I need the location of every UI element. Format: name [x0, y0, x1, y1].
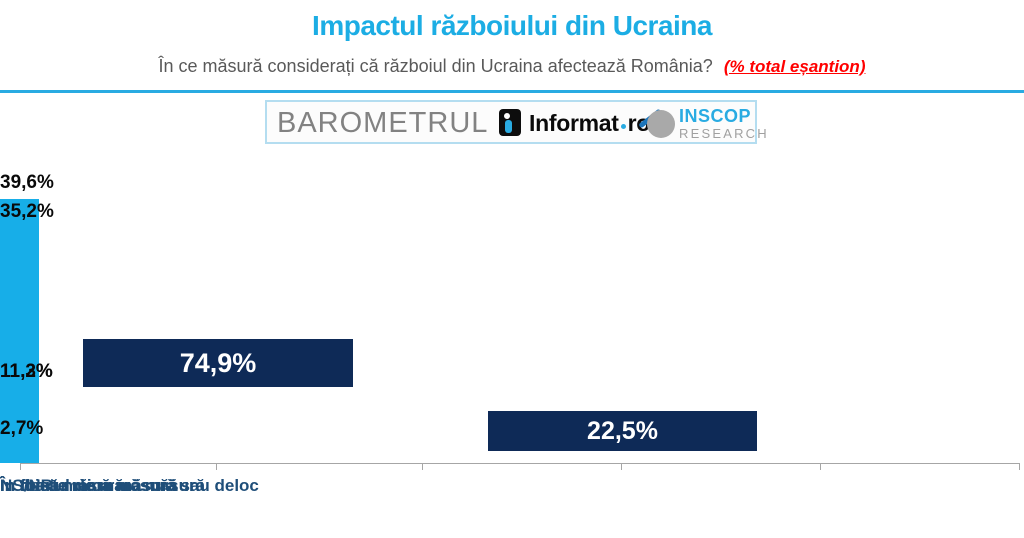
- inscop-research: RESEARCH: [679, 126, 769, 141]
- sample-note-link[interactable]: (% total eșantion): [723, 57, 866, 76]
- informat-icon-stem: [505, 120, 512, 133]
- page-title: Impactul războiului din Ucraina: [312, 10, 712, 41]
- informat-word: Informat: [529, 110, 619, 136]
- group-total-band-1: 74,9%: [83, 339, 353, 387]
- category-label-destul-de-mare: În destul de mare măsură: [0, 476, 206, 495]
- axis-tick: [820, 464, 821, 470]
- barometrul-logo-text: BAROMETRUL: [277, 107, 489, 139]
- category-label-foarte-mare: În foarte mare măsură: [0, 476, 178, 495]
- axis-tick: [20, 464, 21, 470]
- group-total-label: 74,9%: [179, 347, 257, 378]
- axis-tick: [422, 464, 423, 470]
- chart-subtitle: În ce măsură considerați că războiul din…: [0, 56, 1024, 77]
- axis-tick: [621, 464, 622, 470]
- category-label-nsnr: NS/NR: [0, 476, 53, 495]
- informat-ro-logo-text: Informatro: [529, 110, 650, 137]
- subtitle-text: În ce măsură considerați că războiul din…: [158, 56, 713, 76]
- group-total-label: 22,5%: [587, 416, 658, 445]
- logo-bar: BAROMETRUL Informatro INSCOP RESEARCH: [265, 100, 767, 144]
- inscop-compass-icon: [647, 110, 675, 138]
- bar-nsnr: [0, 445, 39, 463]
- bar-chart-plot-area: 39,6% 35,2% 11,2% 11,3% 2,7% 74,9% 22,5%: [0, 150, 1024, 470]
- axis-tick: [1019, 464, 1020, 470]
- inscop-logo-text: INSCOP RESEARCH: [679, 107, 769, 140]
- category-label-foarte-mica: În foarte mică măsură sau deloc: [0, 476, 259, 495]
- inscop-name: INSCOP: [679, 106, 752, 126]
- x-axis-baseline: [20, 463, 1020, 464]
- informat-dot-icon: [620, 124, 626, 129]
- category-label-mica-masura: În mică măsură: [0, 476, 124, 495]
- divider-line: [0, 90, 1024, 93]
- group-total-band-2: 22,5%: [488, 411, 757, 451]
- informat-icon-dot: [504, 113, 510, 119]
- axis-tick: [216, 464, 217, 470]
- informat-i-icon: [499, 109, 521, 136]
